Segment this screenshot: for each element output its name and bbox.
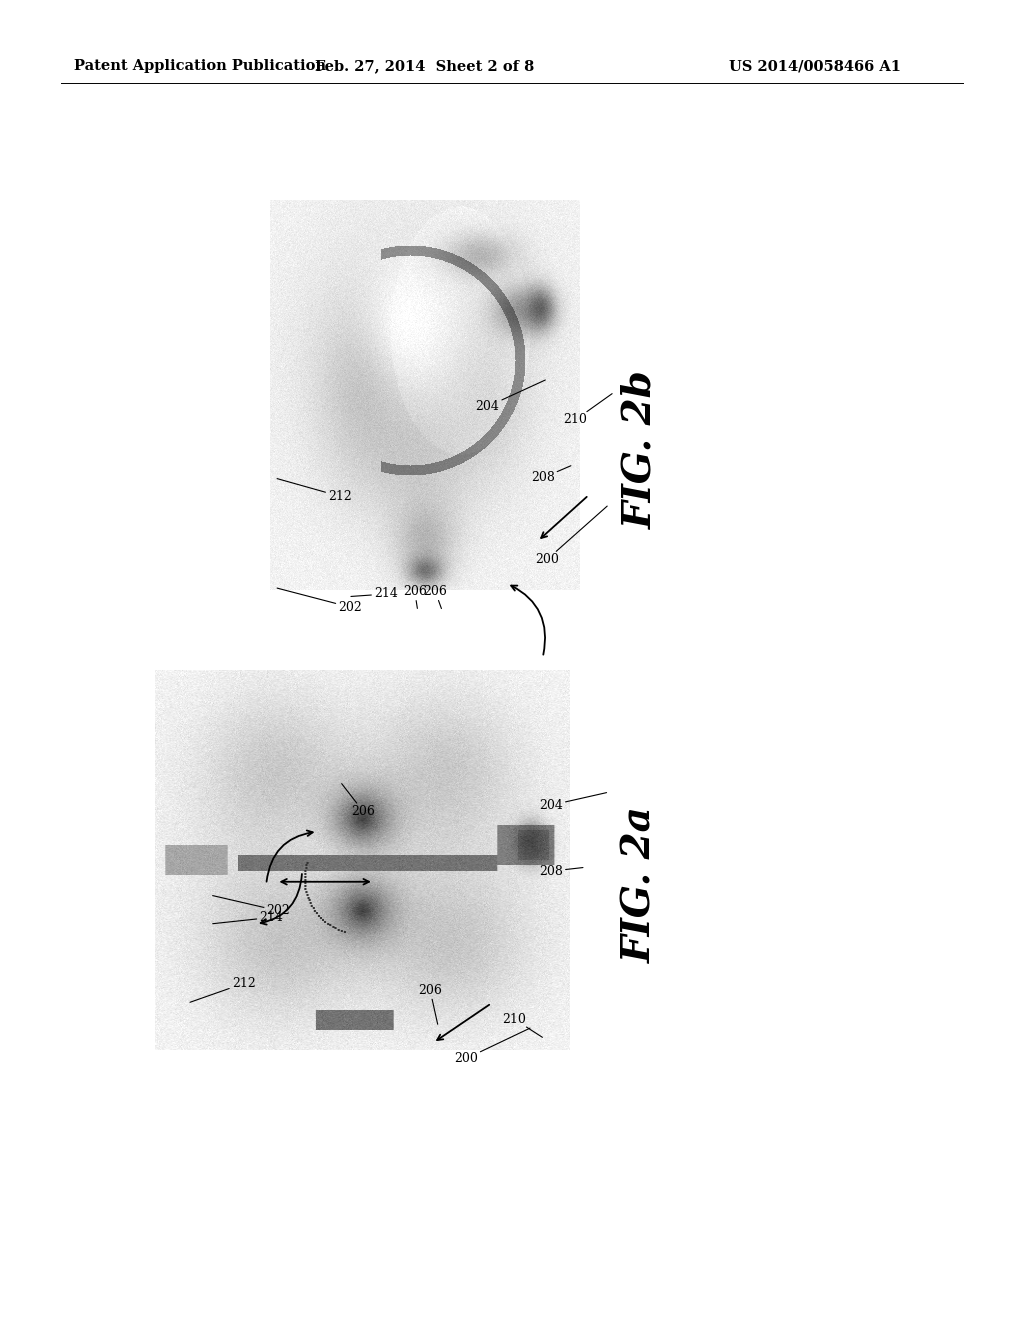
Text: 206: 206 bbox=[418, 983, 442, 1024]
Text: 210: 210 bbox=[502, 1012, 543, 1038]
Text: 200: 200 bbox=[535, 506, 607, 566]
Text: 214: 214 bbox=[351, 587, 398, 601]
Text: 206: 206 bbox=[423, 585, 447, 609]
Text: FIG. 2b: FIG. 2b bbox=[621, 371, 659, 529]
Text: 206: 206 bbox=[402, 585, 427, 609]
Text: FIG. 2a: FIG. 2a bbox=[621, 807, 659, 964]
Text: 212: 212 bbox=[278, 479, 352, 503]
Text: 202: 202 bbox=[213, 895, 291, 917]
Text: 204: 204 bbox=[475, 380, 546, 413]
Text: 204: 204 bbox=[539, 792, 606, 812]
Text: 200: 200 bbox=[454, 1028, 530, 1065]
Text: 208: 208 bbox=[539, 865, 583, 878]
Text: 206: 206 bbox=[342, 784, 376, 818]
Text: 208: 208 bbox=[530, 466, 571, 484]
Text: 210: 210 bbox=[563, 393, 612, 426]
Text: Patent Application Publication: Patent Application Publication bbox=[74, 59, 326, 73]
Text: 212: 212 bbox=[190, 977, 256, 1002]
Text: US 2014/0058466 A1: US 2014/0058466 A1 bbox=[729, 59, 901, 73]
Text: 202: 202 bbox=[278, 589, 362, 614]
Text: 214: 214 bbox=[213, 911, 284, 924]
Text: Feb. 27, 2014  Sheet 2 of 8: Feb. 27, 2014 Sheet 2 of 8 bbox=[315, 59, 535, 73]
